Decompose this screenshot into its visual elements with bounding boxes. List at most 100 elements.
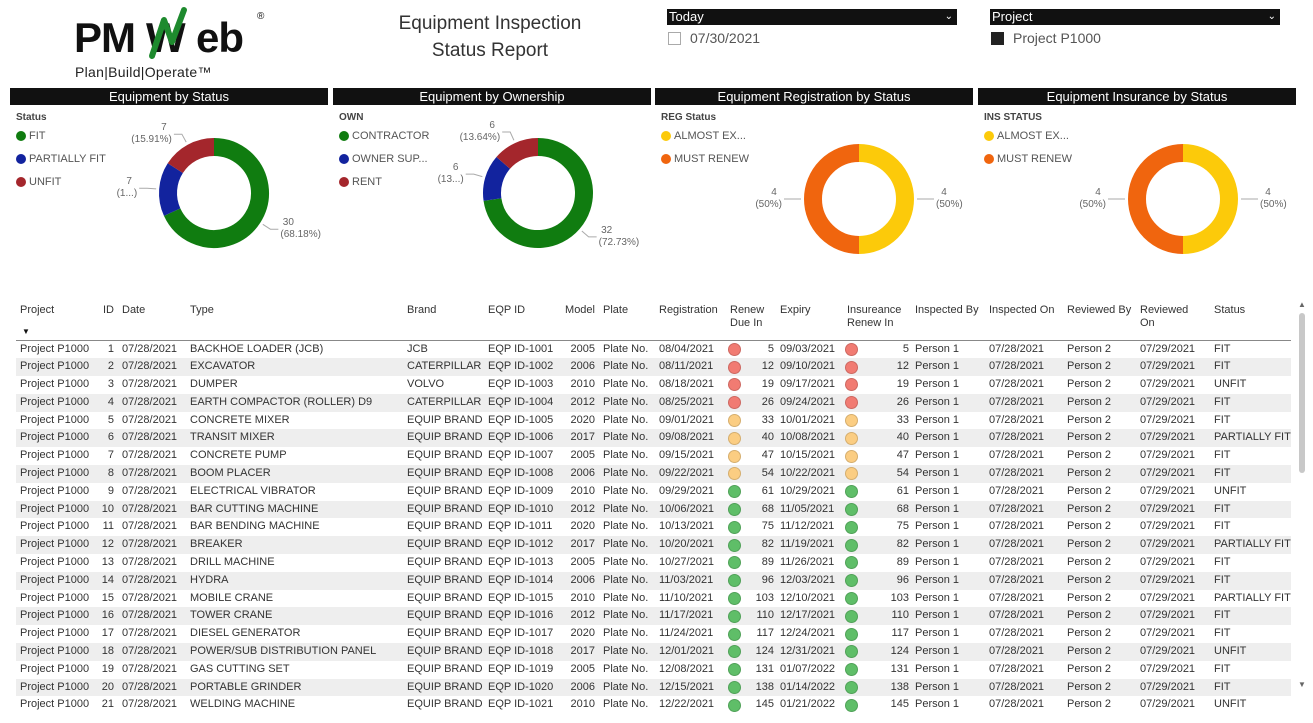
cell-type: PORTABLE GRINDER <box>186 678 403 697</box>
cell-brand: EQUIP BRAND <box>403 571 484 590</box>
cell-status: FIT <box>1214 520 1231 533</box>
donut-slice-owner-sup[interactable] <box>483 156 511 201</box>
legend-item-almost-expired[interactable]: ALMOST EX... <box>984 130 1072 142</box>
column-header-date[interactable]: Date <box>118 300 186 341</box>
legend-label: ALMOST EX... <box>997 130 1069 142</box>
donut-slice-rent[interactable] <box>496 138 539 170</box>
legend-item-partially-fit[interactable]: PARTIALLY FIT <box>16 153 106 165</box>
donut-slice-almost-ex[interactable] <box>858 144 914 254</box>
table-row[interactable]: Project P1000 10 07/28/2021 BAR CUTTING MAC… <box>16 500 1291 519</box>
legend-item-rent[interactable]: RENT <box>339 176 429 188</box>
slicer-project-option[interactable]: Project P1000 <box>990 30 1280 46</box>
slicer-today-label: Today <box>669 9 704 24</box>
cell-project: Project P1000 <box>20 556 90 569</box>
legend-item-almost-expired[interactable]: ALMOST EX... <box>661 130 749 142</box>
donut-chart-insurance[interactable]: 4(50%)4(50%) <box>978 105 1296 298</box>
scroll-thumb[interactable] <box>1299 313 1305 473</box>
donut-chart-ownership[interactable]: 32(72.73%)6(13...)6(13.64%) <box>333 105 651 298</box>
cell-type: DUMPER <box>190 378 238 391</box>
column-header-renew-due-in[interactable]: Renew Due In <box>726 300 776 341</box>
slicer-project-header[interactable]: Project ⌄ <box>990 9 1280 25</box>
column-header-registration[interactable]: Registration <box>655 300 726 341</box>
column-header-brand[interactable]: Brand <box>403 300 484 341</box>
panel-equipment-by-ownership: Equipment by Ownership OWN CONTRACTOR OW… <box>333 88 651 298</box>
table-row[interactable]: Project P1000 2 07/28/2021 EXCAVATOR CATERPI… <box>16 358 1291 377</box>
cell-renew-due-in: 117 <box>726 625 776 643</box>
table-row[interactable]: Project P1000 21 07/28/2021 WELDING MACHINE… <box>16 696 1291 714</box>
donut-slice-must-renew[interactable] <box>804 144 860 254</box>
cell-expiry: 09/24/2021 <box>776 393 843 412</box>
checkbox-icon[interactable] <box>668 31 681 45</box>
legend-item-unfit[interactable]: UNFIT <box>16 176 106 188</box>
donut-slice-contractor[interactable] <box>483 138 593 248</box>
cell-date: 07/28/2021 <box>118 429 186 448</box>
slicer-project[interactable]: Project ⌄ Project P1000 <box>990 9 1280 46</box>
table-row[interactable]: Project P1000 15 07/28/2021 MOBILE CRANE EQU… <box>16 590 1291 608</box>
column-header-project[interactable]: Project ▼ <box>16 300 95 341</box>
column-header-inspected-on[interactable]: Inspected On <box>985 300 1063 341</box>
legend-item-owner-supplied[interactable]: OWNER SUP... <box>339 153 429 165</box>
cell-model: 2017 <box>557 643 599 661</box>
cell-brand: EQUIP BRAND <box>407 520 483 533</box>
table-row[interactable]: Project P1000 14 07/28/2021 HYDRA EQUIP BRAN… <box>16 571 1291 590</box>
cell-model: 2005 <box>570 662 595 675</box>
column-header-reviewed-on[interactable]: Reviewed On <box>1136 300 1210 341</box>
donut-slice-partially-fit[interactable] <box>159 163 184 216</box>
table-scrollbar[interactable]: ▲ <box>1297 300 1307 695</box>
legend-item-must-renew[interactable]: MUST RENEW <box>661 153 749 165</box>
donut-slice-almost-ex[interactable] <box>1182 144 1238 254</box>
table-row[interactable]: Project P1000 12 07/28/2021 BREAKER EQUIP BR… <box>16 536 1291 555</box>
column-header-expiry[interactable]: Expiry <box>776 300 843 341</box>
checkbox-checked-icon[interactable] <box>991 31 1004 45</box>
donut-slice-fit[interactable] <box>163 138 269 248</box>
column-header-insureance-renew-in[interactable]: Insureance Renew In <box>843 300 911 341</box>
chevron-down-icon[interactable]: ⌄ <box>944 11 953 22</box>
days-value: 19 <box>761 378 774 391</box>
table-row[interactable]: Project P1000 1 07/28/2021 BACKHOE LOADER (… <box>16 340 1291 358</box>
column-header-eqp-id[interactable]: EQP ID <box>484 300 557 341</box>
cell-renew-due-in: 110 <box>726 607 776 626</box>
table-row[interactable]: Project P1000 16 07/28/2021 TOWER CRANE EQUI… <box>16 607 1291 626</box>
days-value: 5 <box>902 342 909 355</box>
label-leader-line <box>173 133 187 143</box>
slicer-today[interactable]: Today ⌄ 07/30/2021 <box>667 9 957 46</box>
panel-title: Equipment by Status <box>10 88 328 105</box>
sort-descending-icon[interactable]: ▼ <box>22 326 30 336</box>
table-row[interactable]: Project P1000 7 07/28/2021 CONCRETE PUMP EQU… <box>16 447 1291 465</box>
legend-item-fit[interactable]: FIT <box>16 130 106 142</box>
table-row[interactable]: Project P1000 8 07/28/2021 BOOM PLACER EQUIP… <box>16 465 1291 483</box>
legend-item-contractor[interactable]: CONTRACTOR <box>339 130 429 142</box>
table-row[interactable]: Project P1000 20 07/28/2021 PORTABLE GRINDE… <box>16 678 1291 697</box>
table-row[interactable]: Project P1000 13 07/28/2021 DRILL MACHINE EQ… <box>16 554 1291 572</box>
table-row[interactable]: Project P1000 9 07/28/2021 ELECTRICAL VIBRA… <box>16 483 1291 501</box>
table-row[interactable]: Project P1000 11 07/28/2021 BAR BENDING MAC… <box>16 518 1291 536</box>
column-header-status[interactable]: Status <box>1210 300 1291 341</box>
column-header-reviewed-by[interactable]: Reviewed By <box>1063 300 1136 341</box>
donut-slice-unfit[interactable] <box>167 138 215 174</box>
column-header-inspected-by[interactable]: Inspected By <box>911 300 985 341</box>
column-header-plate[interactable]: Plate <box>599 300 655 341</box>
table-row[interactable]: Project P1000 3 07/28/2021 DUMPER VOLVO EQP I… <box>16 376 1291 394</box>
table-row[interactable]: Project P1000 5 07/28/2021 CONCRETE MIXER EQ… <box>16 412 1291 430</box>
chevron-down-icon[interactable]: ⌄ <box>1267 11 1276 22</box>
table-row[interactable]: Project P1000 4 07/28/2021 EARTH COMPACTOR … <box>16 393 1291 412</box>
cell-plate: Plate No. <box>599 536 655 555</box>
table-row[interactable]: Project P1000 19 07/28/2021 GAS CUTTING SET… <box>16 661 1291 679</box>
cell-status: FIT <box>1210 393 1291 412</box>
column-header-type[interactable]: Type <box>186 300 403 341</box>
logo-text-eb: eb <box>196 14 243 61</box>
cell-renew-due-in: 5 <box>726 340 776 358</box>
donut-chart-status[interactable]: 30(68.18%)7(1...)7(15.91%) <box>10 105 328 298</box>
legend-item-must-renew[interactable]: MUST RENEW <box>984 153 1072 165</box>
column-header-model[interactable]: Model <box>557 300 599 341</box>
table-row[interactable]: Project P1000 18 07/28/2021 POWER/SUB DISTR… <box>16 643 1291 661</box>
donut-chart-registration[interactable]: 4(50%)4(50%) <box>655 105 973 298</box>
table-row[interactable]: Project P1000 6 07/28/2021 TRANSIT MIXER EQU… <box>16 429 1291 448</box>
donut-slice-must-renew[interactable] <box>1128 144 1184 254</box>
scroll-down-icon[interactable]: ▼ <box>1298 680 1306 689</box>
slicer-today-option[interactable]: 07/30/2021 <box>667 30 957 46</box>
scroll-up-icon[interactable]: ▲ <box>1298 300 1306 309</box>
column-header-id[interactable]: ID <box>95 300 118 341</box>
slicer-today-header[interactable]: Today ⌄ <box>667 9 957 25</box>
table-row[interactable]: Project P1000 17 07/28/2021 DIESEL GENERATO… <box>16 625 1291 643</box>
